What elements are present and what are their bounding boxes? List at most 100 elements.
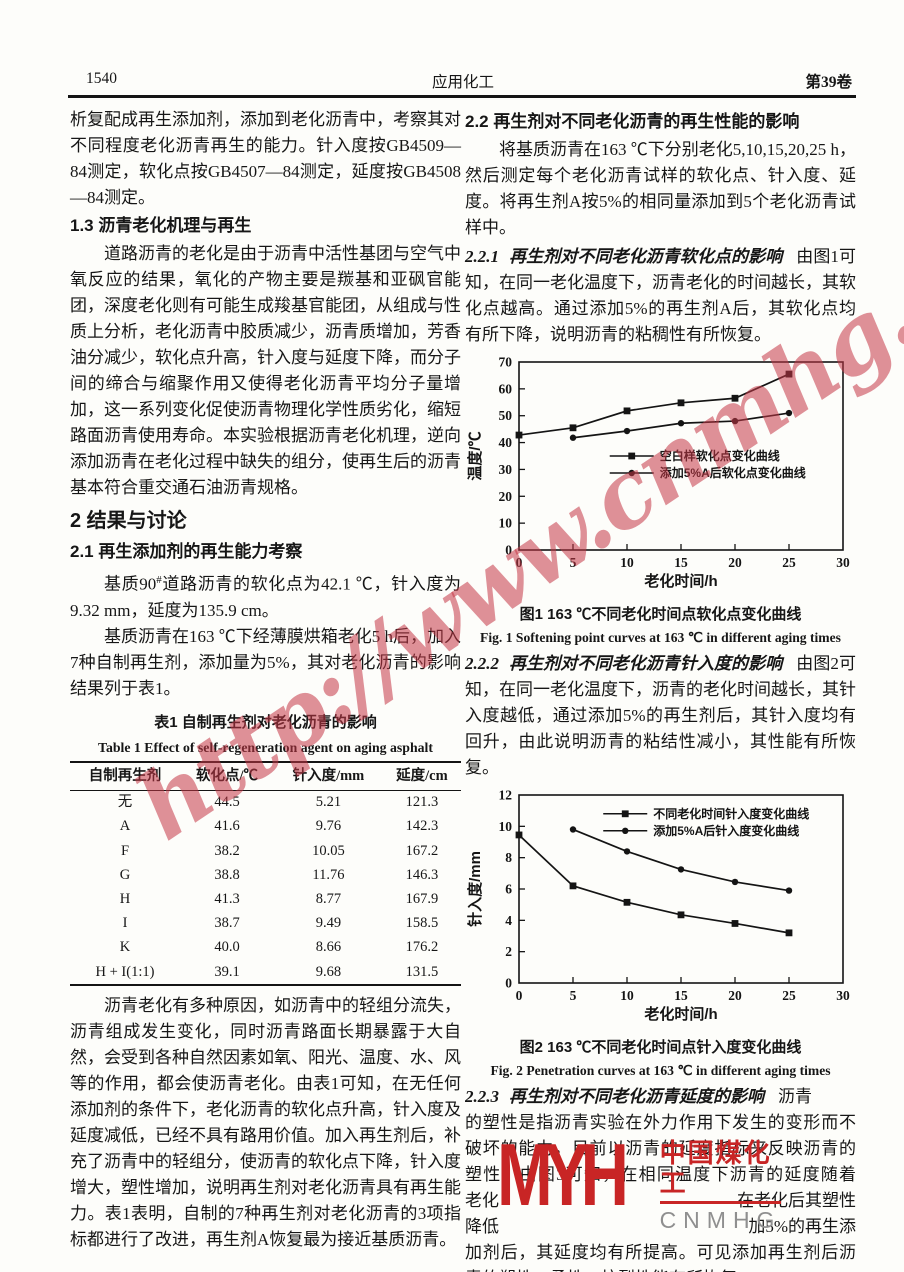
svg-text:15: 15 — [674, 988, 688, 1003]
table-cell: 8.66 — [315, 939, 342, 956]
section-number: 2.2.2 — [465, 654, 499, 673]
table-row: I 38.7 9.49 158.5 — [70, 912, 461, 936]
line-fragment: 加5%的再生添 — [748, 1217, 856, 1236]
svg-text:不同老化时间针入度变化曲线: 不同老化时间针入度变化曲线 — [653, 806, 809, 821]
table-cell: 40.0 — [214, 939, 240, 956]
table-row: F 38.2 10.05 167.2 — [70, 839, 461, 863]
section-2-2-3-line: 老化 在老化后其塑性 — [465, 1188, 856, 1214]
header-rule — [68, 95, 856, 98]
line-fragment: 破坏的能力，目前以沥青的延度指标来反映沥青的 — [465, 1139, 856, 1158]
section-2-2-3-line: 塑性。由图3可知，在相同温度下沥青的延度随着 — [465, 1162, 856, 1188]
table-cell: 5.21 — [315, 794, 342, 811]
svg-text:0: 0 — [505, 976, 512, 991]
section-2-2-1: 2.2.1 再生剂对不同老化沥青软化点的影响 由图1可知，在同一老化温度下，沥青老化… — [465, 244, 856, 348]
section-lead-tail: 沥青 — [778, 1087, 812, 1106]
svg-text:5: 5 — [570, 555, 577, 570]
svg-text:0: 0 — [516, 555, 523, 570]
base-asphalt-grade: 基质90 — [104, 574, 157, 594]
table-row: H + I(1:1) 39.1 9.68 131.5 — [70, 960, 461, 985]
section-title: 再生剂对不同老化沥青软化点的影响 — [509, 247, 783, 266]
section-body: 由图1可知，在同一老化温度下，沥青老化的时间越长，其软化点越高。通过添加5%的再… — [465, 247, 857, 344]
journal-title: 应用化工 — [431, 74, 494, 91]
table-cell: F — [120, 842, 130, 859]
table-cell: A — [119, 818, 131, 835]
svg-text:针入度/mm: 针入度/mm — [466, 851, 484, 927]
svg-text:8: 8 — [505, 850, 512, 865]
table-cell: 121.3 — [405, 794, 439, 811]
left-column: 析复配成再生添加剂，添加到老化沥青中，考察其对不同程度老化沥青再生的能力。针入度… — [70, 107, 461, 1253]
para-intro: 析复配成再生添加剂，添加到老化沥青中，考察其对不同程度老化沥青再生的能力。针入度… — [70, 110, 461, 207]
section-2-2-3-line: 的塑性是指沥青实验在外力作用下发生的变形而不 — [465, 1110, 856, 1136]
page-number: 1540 — [86, 70, 117, 87]
section-number: 2.2.3 — [465, 1087, 499, 1106]
heading-2-1: 2.1 再生添加剂的再生能力考察 — [70, 542, 303, 561]
table-cell: H + I(1:1) — [95, 963, 155, 980]
line-fragment: 的塑性是指沥青实验在外力作用下发生的变形而不 — [465, 1113, 856, 1132]
figure-1-chart: 0 5 10 15 20 25 30 0 10 20 30 40 50 60 70 老化时间/h 温度/℃ 空白样… — [465, 352, 856, 602]
line-fragment: 老化 — [465, 1191, 499, 1210]
figure-2-chart: 0 5 10 15 20 25 30 0 2 4 6 8 10 12 老化时间/h 针入度/mm 不同老化时间针… — [465, 785, 856, 1035]
svg-text:70: 70 — [499, 355, 513, 370]
table-cell: 8.77 — [315, 891, 342, 907]
table-row: G 38.8 11.76 146.3 — [70, 863, 461, 887]
section-2-2-3-lead-line: 2.2.3 再生剂对不同老化沥青延度的影响 沥青 — [465, 1084, 856, 1110]
table-cell: 39.1 — [214, 963, 240, 980]
svg-text:10: 10 — [499, 819, 513, 834]
para-2-1a: 基质90#道路沥青的软化点为42.1 ℃，针入度为9.32 mm，延度为135.… — [70, 567, 461, 624]
section-2-2-2: 2.2.2 再生剂对不同老化沥青针入度的影响 由图2可知，在同一老化温度下，沥青的老… — [465, 651, 856, 781]
table-cell: 9.76 — [315, 818, 342, 835]
svg-text:30: 30 — [836, 555, 850, 570]
svg-text:12: 12 — [499, 788, 513, 803]
right-column: 2.2 再生剂对不同老化沥青的再生性能的影响 将基质沥青在163 ℃下分别老化5… — [465, 107, 856, 1272]
section-2-2-3-line: 破坏的能力，目前以沥青的延度指标来反映沥青的 — [465, 1136, 856, 1162]
svg-text:25: 25 — [782, 988, 796, 1003]
svg-text:20: 20 — [728, 555, 742, 570]
table-cell: 44.5 — [214, 794, 240, 811]
table-cell: 158.5 — [405, 915, 439, 932]
col-header-penetration: 针入度/mm — [274, 761, 383, 791]
table-1-head: 自制再生剂 软化点/℃ 针入度/mm 延度/cm — [70, 761, 461, 791]
table-cell: 38.7 — [214, 915, 240, 932]
para-discussion: 沥青老化有多种原因，如沥青中的轻组分流失，沥青组成发生变化，同时沥青路面长期暴露… — [70, 996, 461, 1250]
table-cell: I — [122, 915, 128, 932]
table-cell: 167.9 — [405, 891, 439, 907]
line-fragment: 加剂后，其延度均有所提高。可见添加再生剂后沥 — [465, 1243, 856, 1262]
table-row: K 40.0 8.66 176.2 — [70, 936, 461, 960]
table-cell: 131.5 — [405, 963, 439, 980]
svg-text:温度/℃: 温度/℃ — [466, 431, 484, 480]
section-number: 2.2.1 — [465, 247, 499, 266]
table-cell: H — [119, 891, 131, 907]
table-1-body: 无 44.5 5.21 121.3 A 41.6 9.76 142.3 F 38.2 10.05 16… — [70, 790, 461, 985]
section-2-2-3-line: 降低 加5%的再生添 — [465, 1214, 856, 1240]
svg-text:5: 5 — [570, 988, 577, 1003]
table-cell: 142.3 — [405, 818, 439, 835]
section-title: 再生剂对不同老化沥青针入度的影响 — [509, 654, 783, 673]
svg-text:10: 10 — [499, 516, 513, 531]
page-header: 1540 应用化工 第39卷 — [70, 70, 856, 92]
heading-2-2: 2.2 再生剂对不同老化沥青的再生性能的影响 — [465, 112, 800, 131]
section-title: 再生剂对不同老化沥青延度的影响 — [509, 1087, 764, 1106]
svg-text:2: 2 — [505, 944, 512, 959]
para-2-1b: 基质沥青在163 ℃下经薄膜烘箱老化5 h后，加入7种自制再生剂，添加量为5%，… — [70, 626, 461, 698]
svg-text:老化时间/h: 老化时间/h — [643, 1005, 717, 1023]
figure-2-caption-en: Fig. 2 Penetration curves at 163 ℃ in di… — [490, 1063, 831, 1078]
section-2-2-3-line: 加剂后，其延度均有所提高。可见添加再生剂后沥 — [465, 1240, 856, 1266]
heading-2: 2 结果与讨论 — [70, 510, 187, 532]
figure-2-caption-zh: 图2 163 ℃不同老化时间点针入度变化曲线 — [519, 1039, 802, 1056]
figure-1-caption-en: Fig. 1 Softening point curves at 163 ℃ i… — [480, 630, 841, 645]
grade-superscript: # — [156, 574, 162, 586]
table-cell: 41.6 — [214, 818, 240, 835]
table-cell: G — [119, 866, 131, 883]
table-1-block: 表1 自制再生剂对老化沥青的影响 Table 1 Effect of self-… — [70, 710, 461, 987]
line-fragment: 在老化后其塑性 — [737, 1191, 856, 1210]
table-cell: K — [119, 939, 131, 956]
svg-text:老化时间/h: 老化时间/h — [643, 572, 717, 590]
svg-text:15: 15 — [674, 555, 688, 570]
table-row: 无 44.5 5.21 121.3 — [70, 790, 461, 815]
col-header-agent: 自制再生剂 — [70, 761, 180, 791]
svg-text:40: 40 — [499, 435, 513, 450]
svg-text:10: 10 — [620, 988, 634, 1003]
table-cell: 10.05 — [312, 842, 345, 859]
